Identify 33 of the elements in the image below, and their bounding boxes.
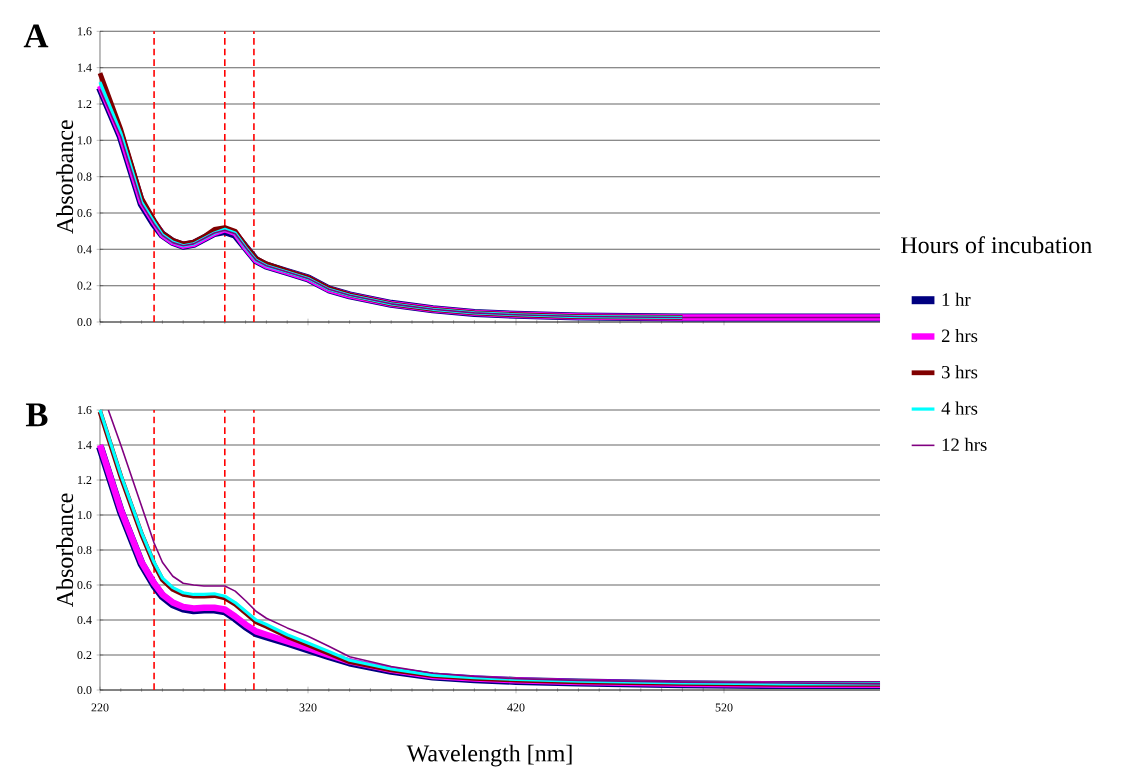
- x-tick-label: 220: [91, 703, 109, 712]
- y-tick-label: 0.8: [77, 545, 92, 555]
- y-tick-label: 0.0: [77, 317, 92, 327]
- y-tick-label: 1.0: [78, 136, 92, 145]
- y-tick-label: 1.6: [78, 405, 92, 415]
- y-tick-label: 0.0: [77, 685, 92, 695]
- y-tick-label: 0.6: [77, 580, 92, 590]
- y-tick-label: 1.4: [78, 440, 92, 450]
- chart-title: B: [25, 403, 48, 427]
- x-tick-label: 320: [299, 703, 317, 712]
- y-tick-label: 0.4: [77, 615, 92, 625]
- legend-label: 1 hr: [942, 292, 971, 306]
- legend-label: 12 hrs: [942, 437, 987, 452]
- y-axis-title: Absorbance: [56, 120, 74, 234]
- legend-label: 3 hrs: [942, 365, 978, 379]
- y-tick-label: 0.2: [77, 281, 92, 290]
- y-tick-label: 1.6: [78, 27, 92, 36]
- x-tick-label: 520: [715, 703, 733, 712]
- y-tick-label: 0.8: [77, 172, 92, 181]
- y-tick-label: 0.2: [77, 650, 92, 660]
- y-tick-label: 1.2: [78, 475, 92, 485]
- y-tick-label: 1.2: [78, 99, 92, 109]
- y-tick-label: 0.4: [77, 245, 92, 254]
- x-tick-label: 420: [507, 703, 525, 712]
- legend-label: 4 hrs: [941, 401, 978, 415]
- y-tick-label: 0.6: [77, 208, 92, 218]
- chart-title: A: [23, 24, 49, 48]
- y-tick-label: 1.4: [78, 63, 92, 72]
- y-axis-title: Absorbance: [56, 493, 74, 608]
- legend-label: 2 hrs: [941, 329, 978, 343]
- x-axis-title: Wavelength [nm]: [406, 744, 572, 767]
- y-tick-label: 1.0: [78, 510, 92, 520]
- legend-title: Hours of incubation: [901, 236, 1092, 254]
